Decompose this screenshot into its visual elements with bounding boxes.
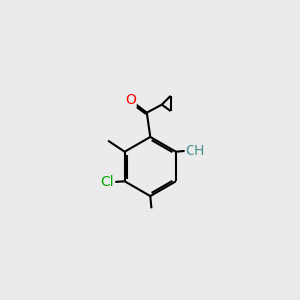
Text: H: H: [194, 144, 204, 158]
Text: Cl: Cl: [100, 176, 114, 190]
Text: O: O: [186, 144, 196, 158]
Text: O: O: [125, 93, 136, 107]
